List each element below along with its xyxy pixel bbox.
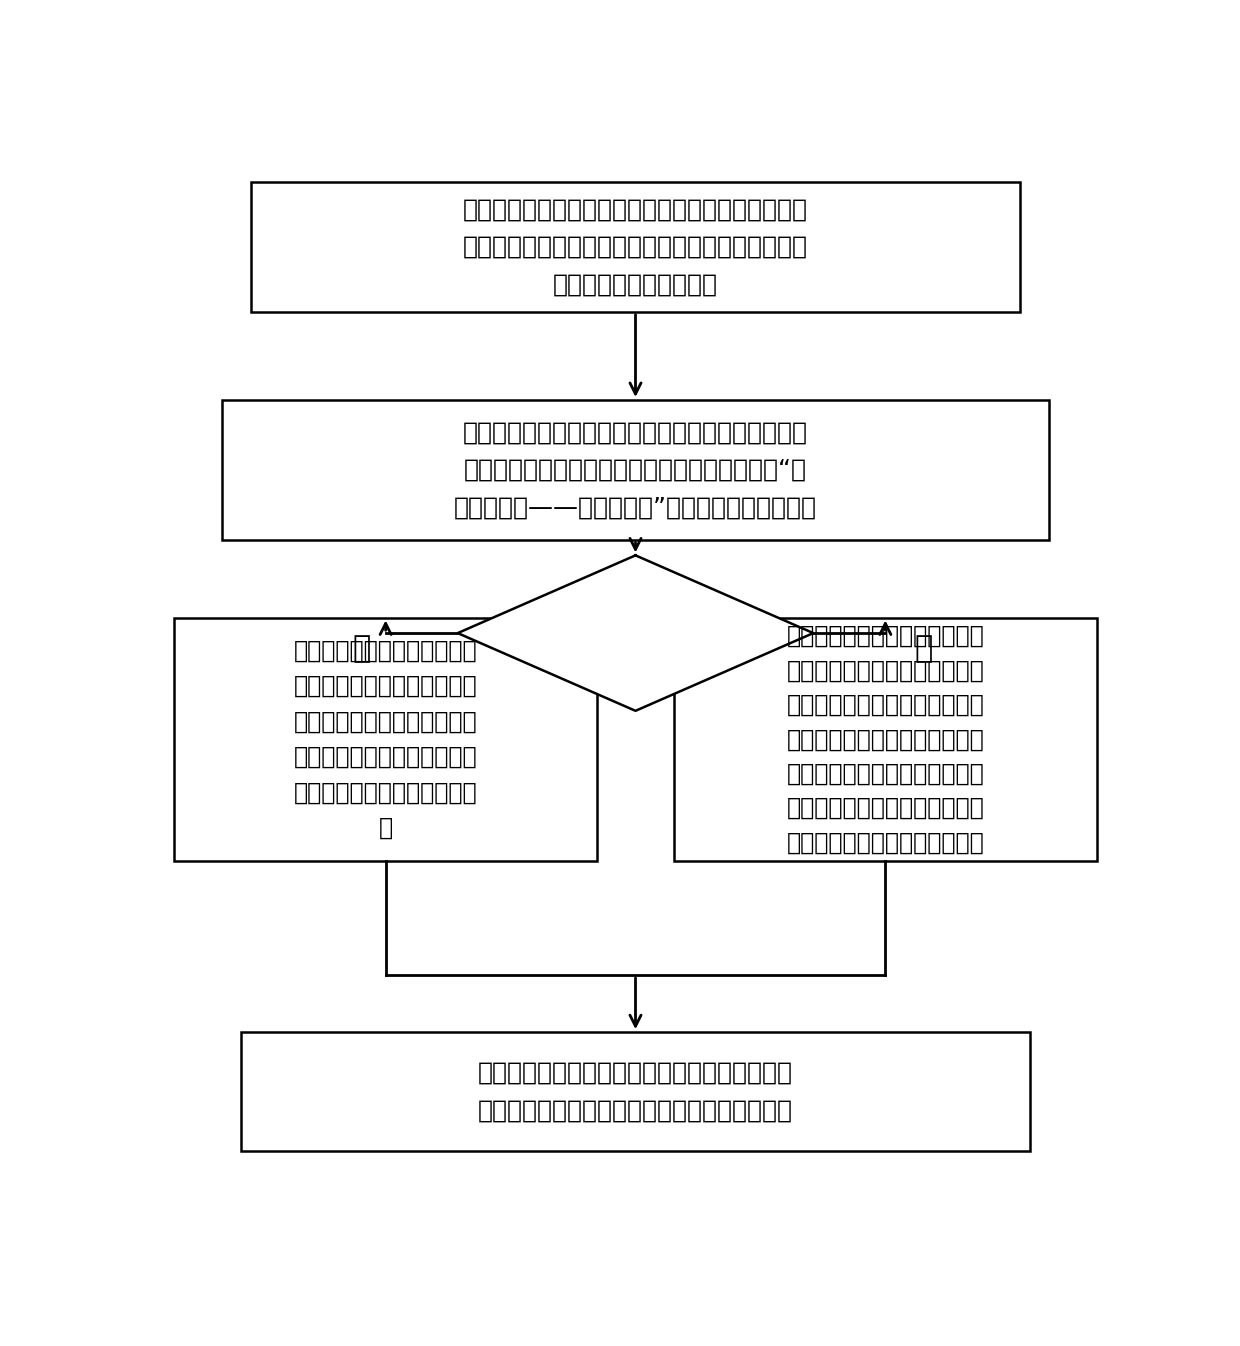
Text: 是: 是 <box>352 634 371 664</box>
FancyBboxPatch shape <box>250 182 1019 312</box>
FancyBboxPatch shape <box>242 1032 1029 1151</box>
Text: 记录存在交点的两种材料的孵
化效应曲线交点处鼻除阈値通
量、激光脉冲数数値；并结合
所欲使用的切割能量値，计算
此时单脉冲序列激光的切割速
度: 记录存在交点的两种材料的孵 化效应曲线交点处鼻除阈値通 量、激光脉冲数数値；并结… <box>294 639 477 840</box>
Text: 根据两相复合材料中两种材料各自进行单脉冲序列激
光切割时所需的波长求平均值，作为两相复合材料激
光切割预设波长，并输出: 根据两相复合材料中两种材料各自进行单脉冲序列激 光切割时所需的波长求平均值，作为… <box>463 198 808 296</box>
Text: 分别测定复合材料中两相各自对应的材料的孵化效应
曲线，并判断两种材料的孵化效应曲线于同一个“鼻
除阈値通量——激光脉冲数”坐标系中是否存在交点: 分别测定复合材料中两相各自对应的材料的孵化效应 曲线，并判断两种材料的孵化效应曲… <box>454 420 817 520</box>
Polygon shape <box>458 556 813 711</box>
FancyBboxPatch shape <box>222 400 1049 540</box>
Text: 若在初始限定波动値范围内修改
波长値，两种材料的孵化效应曲
线仍无焦点，则将限定波动値范
围增加，直至在该方向找到两种
材料的孵化效应曲线交点；并结
合所欲使用: 若在初始限定波动値范围内修改 波长値，两种材料的孵化效应曲 线仍无焦点，则将限定… <box>786 625 985 855</box>
FancyBboxPatch shape <box>675 618 1096 861</box>
FancyBboxPatch shape <box>174 618 596 861</box>
Text: 否: 否 <box>915 634 932 664</box>
Text: 记录单脉冲序列激光的切割速度、所欲使用的切
割能量値，作为切割该复合材料的激光切割参数: 记录单脉冲序列激光的切割速度、所欲使用的切 割能量値，作为切割该复合材料的激光切… <box>477 1061 794 1123</box>
